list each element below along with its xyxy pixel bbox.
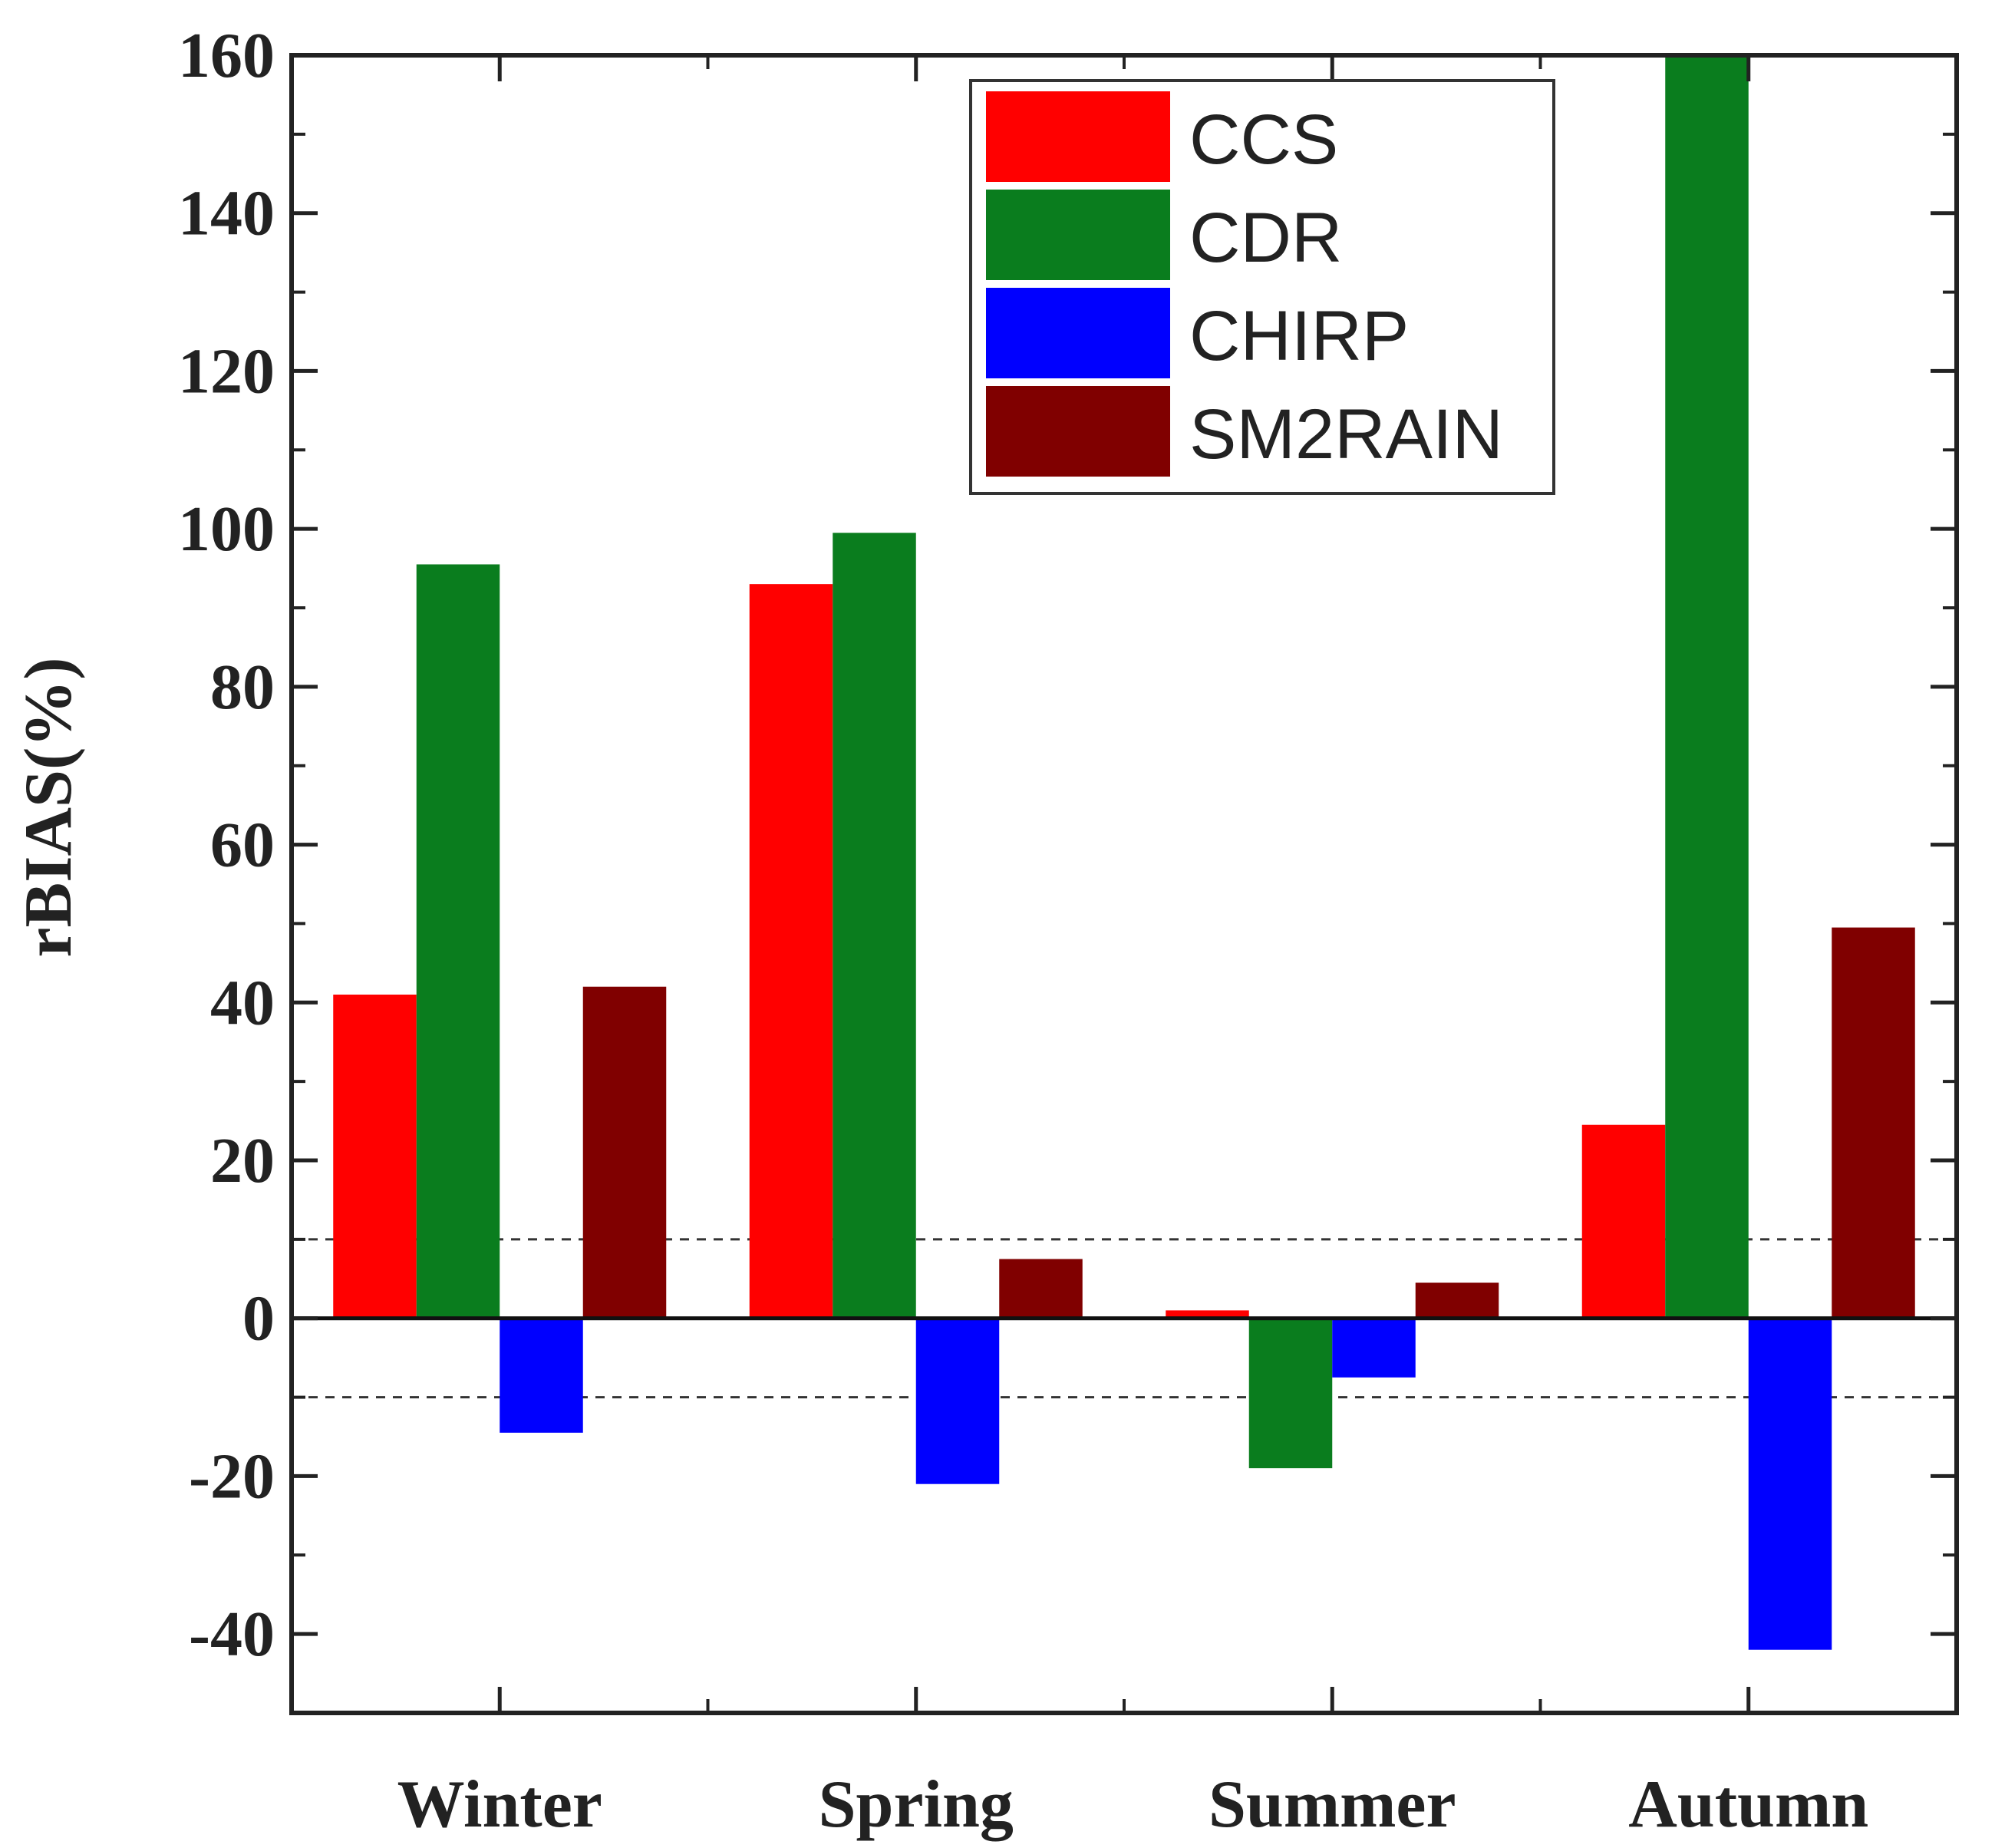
legend-swatch-chirp	[986, 288, 1170, 378]
y-tick-label: 140	[178, 178, 275, 249]
legend: CCS CDR CHIRP SM2RAIN	[969, 79, 1555, 495]
y-tick-label: 160	[178, 20, 275, 91]
legend-swatch-cdr	[986, 190, 1170, 280]
bar-cdr-autumn	[1665, 55, 1749, 1318]
bar-chirp-summer	[1332, 1318, 1416, 1378]
y-axis-title: rBIAS(%)	[12, 657, 86, 957]
y-tick-label: 40	[210, 967, 275, 1038]
y-tick-labels: -40 -20 0 20 40 60 80 100 120 140 160	[178, 20, 275, 1670]
bars	[333, 55, 1915, 1650]
x-category-label: Autumn	[1628, 1767, 1868, 1842]
x-category-label: Winter	[397, 1767, 602, 1842]
bar-sm2rain-autumn	[1832, 927, 1915, 1318]
y-tick-label: 120	[178, 335, 275, 407]
legend-swatch-sm2rain	[986, 386, 1170, 477]
x-category-label: Spring	[819, 1767, 1014, 1842]
y-tick-label: 20	[210, 1125, 275, 1196]
legend-label-chirp: CHIRP	[1189, 297, 1409, 375]
legend-label-sm2rain: SM2RAIN	[1189, 395, 1503, 474]
bar-chirp-winter	[500, 1318, 583, 1433]
bar-chirp-spring	[915, 1318, 1000, 1484]
legend-label-ccs: CCS	[1189, 101, 1338, 179]
x-category-label: Summer	[1209, 1767, 1456, 1842]
bar-ccs-winter	[333, 995, 417, 1318]
y-tick-label: 80	[210, 652, 275, 723]
y-tick-label: -40	[189, 1599, 275, 1670]
bar-sm2rain-winter	[582, 986, 667, 1318]
bar-ccs-summer	[1166, 1310, 1249, 1318]
bar-cdr-winter	[416, 564, 500, 1318]
y-tick-label: 0	[242, 1283, 275, 1355]
legend-label-cdr: CDR	[1189, 199, 1342, 277]
legend-swatch-ccs	[986, 91, 1170, 182]
bar-ccs-spring	[749, 584, 833, 1318]
y-tick-label: 60	[210, 810, 275, 881]
bar-cdr-summer	[1248, 1318, 1333, 1469]
bar-sm2rain-spring	[999, 1259, 1083, 1318]
bar-ccs-autumn	[1581, 1124, 1666, 1318]
bar-sm2rain-summer	[1415, 1282, 1499, 1318]
y-tick-label: 100	[178, 493, 275, 565]
axis-ticks	[292, 53, 1957, 1713]
bar-cdr-spring	[833, 533, 916, 1318]
bar-chirp-autumn	[1748, 1318, 1832, 1650]
x-category-labels: Winter Spring Summer Autumn	[397, 1767, 1869, 1842]
y-tick-label: -20	[189, 1440, 275, 1512]
